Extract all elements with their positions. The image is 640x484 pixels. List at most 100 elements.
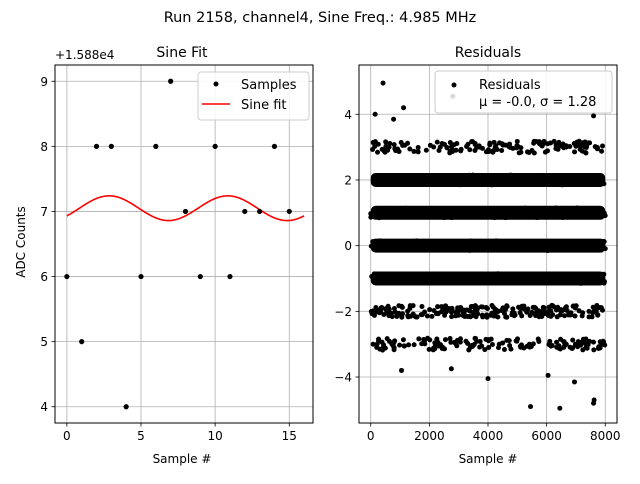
residual-point <box>412 207 418 213</box>
residual-point <box>600 143 606 149</box>
residual-point <box>444 145 450 151</box>
sine-fit-line <box>66 195 305 222</box>
residual-point <box>396 149 402 155</box>
residual-point <box>501 347 507 353</box>
residual-outlier-point <box>401 105 407 111</box>
residual-point <box>415 149 421 155</box>
residual-point <box>560 215 566 221</box>
residual-point <box>542 309 548 315</box>
sample-point <box>138 273 144 280</box>
residual-point <box>580 180 586 186</box>
residual-point <box>435 304 441 310</box>
residual-point <box>370 341 376 347</box>
residual-point <box>411 148 417 154</box>
right-legend-name: Residuals <box>479 78 541 93</box>
residual-point <box>431 308 437 314</box>
residual-point <box>542 149 548 155</box>
residual-point <box>419 304 425 310</box>
residual-point <box>467 147 473 153</box>
residual-point <box>528 179 534 185</box>
right-y-tick-label: −2 <box>334 305 352 319</box>
residual-point <box>472 140 478 146</box>
residual-point <box>489 182 495 188</box>
residual-point <box>594 146 600 152</box>
residual-point <box>567 242 573 248</box>
residual-point <box>431 279 437 285</box>
right-x-tick-label: 2000 <box>414 429 445 443</box>
residual-point <box>577 146 583 152</box>
residual-point <box>401 343 407 349</box>
residual-point <box>540 172 546 178</box>
sample-point <box>197 273 203 280</box>
residual-point <box>439 181 445 187</box>
residual-point <box>381 343 387 349</box>
residual-point <box>482 347 488 353</box>
residual-point <box>436 147 442 153</box>
residual-point <box>391 305 397 311</box>
residual-point <box>454 180 460 186</box>
residual-point <box>513 338 519 344</box>
residual-point <box>448 339 454 345</box>
residual-point <box>553 244 559 250</box>
residual-point <box>480 314 486 320</box>
residual-point <box>376 336 382 342</box>
residual-point <box>595 275 601 281</box>
residual-point <box>445 206 451 212</box>
residual-point <box>450 181 456 187</box>
right-ticks: 0 2000 4000 6000 8000 −4 −2 0 2 4 <box>334 108 620 443</box>
sine-fit-panel: Sine Fit +1.588e4 Sample # ADC Counts 0 5… <box>14 45 314 466</box>
residual-point <box>378 308 384 314</box>
residual-point <box>540 304 546 310</box>
residual-point <box>524 308 530 314</box>
residual-point <box>575 241 581 247</box>
residual-point <box>527 209 533 215</box>
residual-point <box>385 303 391 309</box>
residual-point <box>382 245 388 251</box>
residual-point <box>554 307 560 313</box>
residual-point <box>448 212 454 218</box>
residual-outlier-point <box>571 379 577 385</box>
residual-point <box>426 346 432 352</box>
residual-point <box>416 336 422 342</box>
residual-point <box>504 303 510 309</box>
residual-point <box>383 276 389 282</box>
residual-point <box>536 172 542 178</box>
residual-point <box>573 143 579 149</box>
residual-point <box>564 173 570 179</box>
left-chart-title: Sine Fit <box>156 45 208 61</box>
residual-point <box>368 214 374 220</box>
residual-point <box>512 278 518 284</box>
residual-point <box>431 179 437 185</box>
residual-point <box>498 213 504 219</box>
residual-point <box>464 143 470 149</box>
residual-point <box>580 310 586 316</box>
residual-point <box>429 313 435 319</box>
residual-point <box>391 339 397 345</box>
residual-point <box>368 243 374 249</box>
residual-point <box>530 304 536 310</box>
left-y-axis-label: ADC Counts <box>14 206 28 278</box>
residual-point <box>563 209 569 215</box>
residual-point <box>538 212 544 218</box>
residual-point <box>430 242 436 248</box>
residual-point <box>545 248 551 254</box>
residual-point <box>414 238 420 244</box>
residual-point <box>584 143 590 149</box>
residual-point <box>424 313 430 319</box>
residual-point <box>601 238 607 244</box>
residual-point <box>595 214 601 220</box>
residual-point <box>396 275 402 281</box>
residual-point <box>495 207 501 213</box>
residual-point <box>548 313 554 319</box>
residual-point <box>375 149 381 155</box>
residual-point <box>545 210 551 216</box>
residual-point <box>563 341 569 347</box>
residual-point <box>478 273 484 279</box>
residual-point <box>441 279 447 285</box>
residual-point <box>555 209 561 215</box>
residual-point <box>434 139 440 145</box>
residual-point <box>586 308 592 314</box>
residual-point <box>372 280 378 286</box>
residual-point <box>557 239 563 245</box>
right-legend-stats: μ = -0.0, σ = 1.28 <box>479 95 596 110</box>
